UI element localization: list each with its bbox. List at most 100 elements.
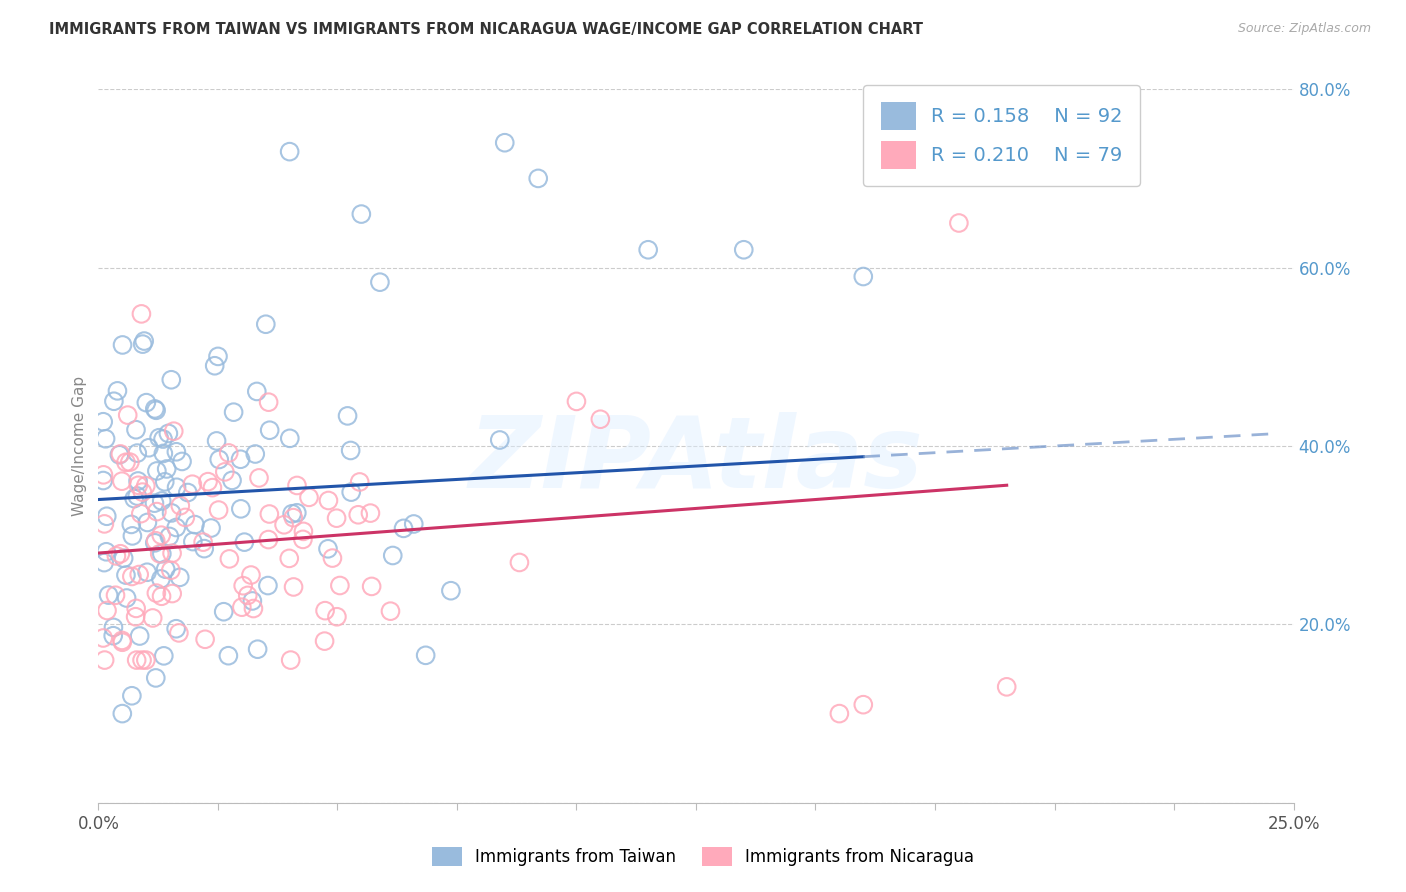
Point	[340, 485, 363, 500]
Point	[318, 493, 340, 508]
Point	[103, 629, 125, 643]
Point	[111, 635, 134, 649]
Point	[440, 583, 463, 598]
Point	[143, 496, 166, 510]
Point	[146, 505, 169, 519]
Point	[111, 338, 134, 352]
Point	[733, 243, 755, 257]
Point	[93, 516, 115, 531]
Point	[285, 506, 308, 520]
Point	[91, 631, 114, 645]
Point	[103, 394, 125, 409]
Point	[197, 475, 219, 489]
Point	[165, 520, 187, 534]
Point	[107, 384, 129, 398]
Point	[181, 534, 204, 549]
Point	[278, 145, 301, 159]
Point	[194, 632, 217, 647]
Point	[359, 506, 381, 520]
Point	[350, 207, 373, 221]
Point	[488, 433, 510, 447]
Point	[115, 455, 138, 469]
Point	[105, 549, 128, 563]
Point	[145, 586, 167, 600]
Point	[121, 689, 143, 703]
Point	[281, 507, 304, 521]
Point	[229, 452, 252, 467]
Point	[240, 594, 263, 608]
Point	[212, 605, 235, 619]
Point	[278, 551, 301, 566]
Point	[111, 633, 134, 648]
Point	[110, 447, 132, 461]
Point	[122, 491, 145, 506]
Point	[115, 591, 138, 605]
Point	[125, 423, 148, 437]
Point	[339, 443, 361, 458]
Point	[150, 528, 173, 542]
Point	[285, 478, 308, 492]
Point	[160, 506, 183, 520]
Point	[257, 578, 280, 592]
Point	[368, 275, 391, 289]
Point	[121, 529, 143, 543]
Point	[93, 653, 115, 667]
Point	[193, 541, 215, 556]
Point	[217, 648, 239, 663]
Point	[146, 464, 169, 478]
Point	[124, 609, 146, 624]
Point	[218, 446, 240, 460]
Point	[134, 334, 156, 348]
Point	[135, 395, 157, 409]
Point	[131, 307, 153, 321]
Point	[232, 579, 254, 593]
Point	[246, 384, 269, 399]
Point	[207, 503, 229, 517]
Point	[278, 431, 301, 445]
Point	[207, 350, 229, 364]
Point	[191, 535, 214, 549]
Point	[152, 432, 174, 446]
Point	[163, 424, 186, 438]
Point	[103, 620, 125, 634]
Point	[329, 578, 352, 592]
Text: IMMIGRANTS FROM TAIWAN VS IMMIGRANTS FROM NICARAGUA WAGE/INCOME GAP CORRELATION : IMMIGRANTS FROM TAIWAN VS IMMIGRANTS FRO…	[49, 22, 924, 37]
Point	[169, 570, 191, 584]
Point	[96, 509, 118, 524]
Point	[326, 609, 349, 624]
Point	[214, 465, 236, 479]
Point	[135, 479, 157, 493]
Point	[125, 601, 148, 615]
Point	[380, 604, 402, 618]
Point	[321, 551, 343, 566]
Point	[280, 653, 302, 667]
Point	[136, 516, 159, 530]
Point	[120, 517, 142, 532]
Point	[169, 499, 191, 513]
Legend: Immigrants from Taiwan, Immigrants from Nicaragua: Immigrants from Taiwan, Immigrants from …	[423, 838, 983, 875]
Point	[589, 412, 612, 426]
Point	[160, 586, 183, 600]
Point	[247, 471, 270, 485]
Point	[111, 706, 134, 721]
Point	[314, 634, 336, 648]
Point	[118, 455, 141, 469]
Point	[131, 653, 153, 667]
Point	[131, 337, 153, 351]
Point	[254, 317, 277, 331]
Point	[91, 415, 114, 429]
Point	[129, 507, 152, 521]
Y-axis label: Wage/Income Gap: Wage/Income Gap	[72, 376, 87, 516]
Point	[131, 485, 153, 500]
Point	[152, 446, 174, 460]
Point	[150, 589, 173, 603]
Point	[204, 359, 226, 373]
Point	[314, 604, 336, 618]
Point	[153, 648, 176, 663]
Point	[292, 524, 315, 539]
Point	[283, 580, 305, 594]
Point	[222, 405, 245, 419]
Point	[135, 653, 157, 667]
Point	[145, 403, 167, 417]
Text: Source: ZipAtlas.com: Source: ZipAtlas.com	[1237, 22, 1371, 36]
